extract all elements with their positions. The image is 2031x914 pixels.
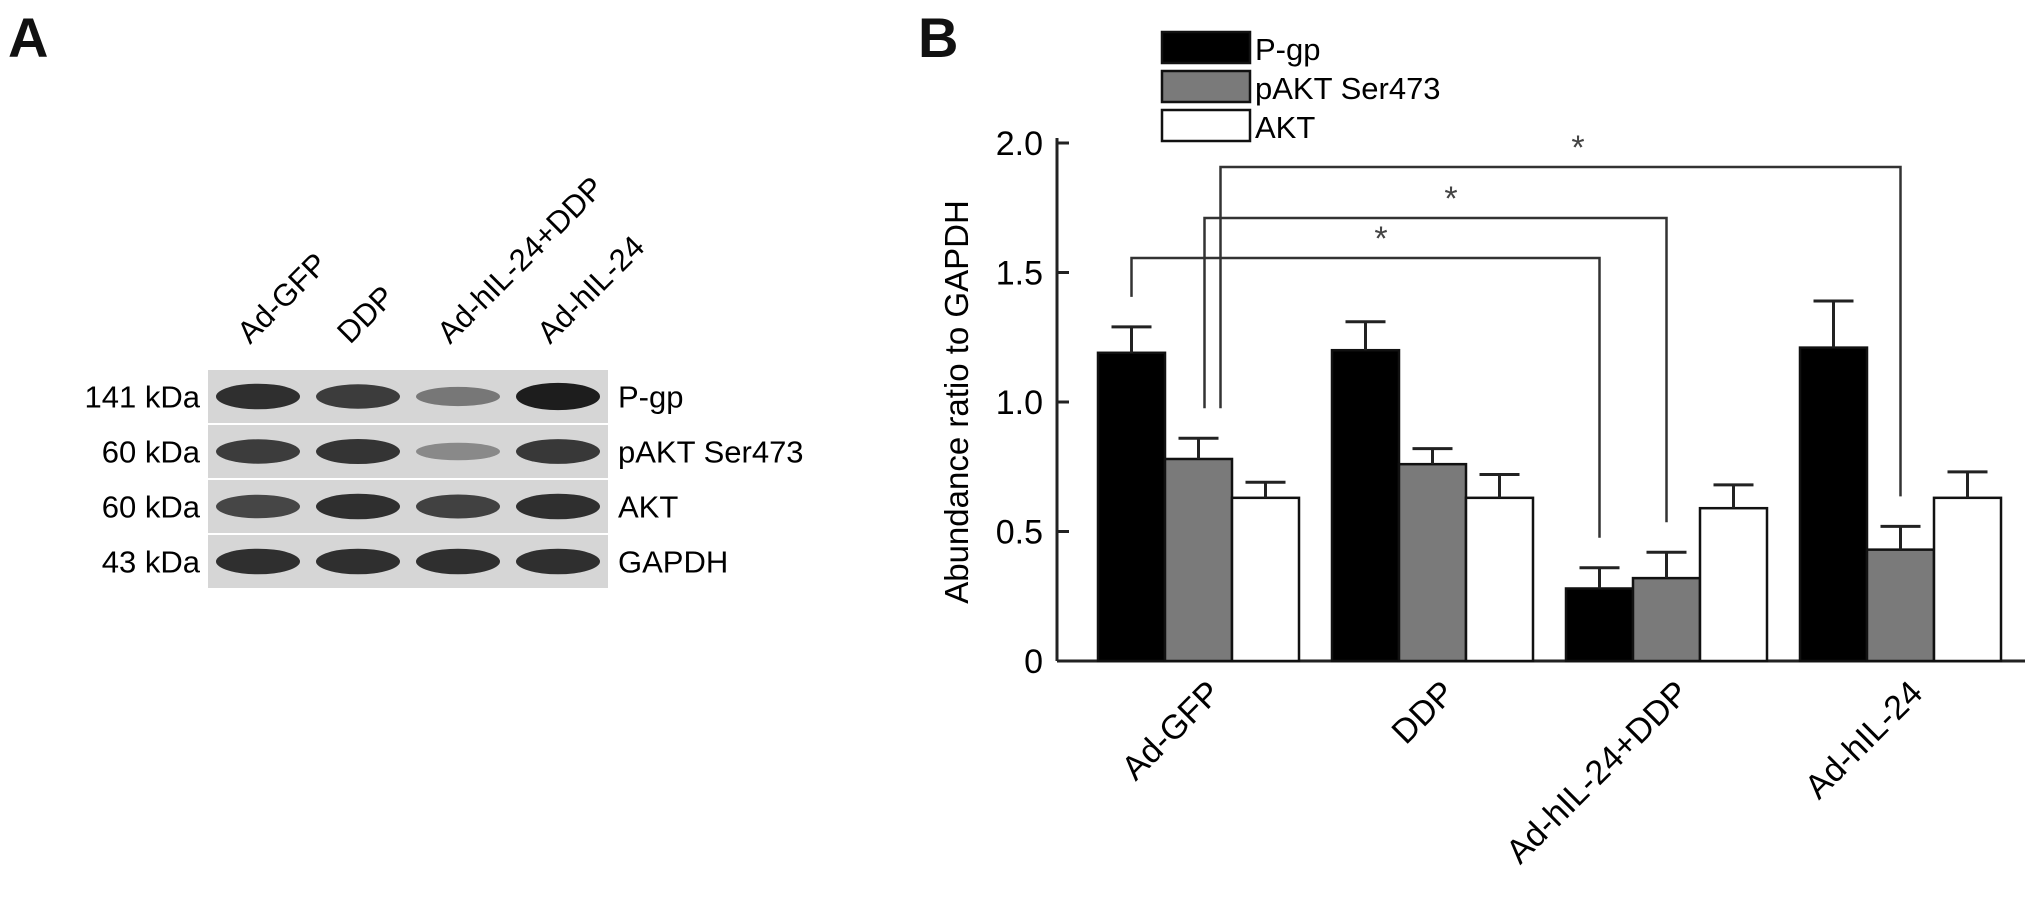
significance-bracket (1203, 216, 1668, 523)
bar (1564, 587, 1635, 663)
protein-band (316, 548, 400, 575)
bar (1230, 496, 1301, 663)
legend-swatch (1160, 30, 1252, 65)
protein-label: AKT (618, 490, 678, 525)
legend-label: P-gp (1255, 32, 1320, 67)
protein-band (416, 442, 500, 461)
significance-bracket (1130, 256, 1601, 538)
y-tick-label: 1.5 (996, 255, 1043, 293)
bar (1096, 351, 1167, 663)
protein-band (216, 494, 300, 519)
protein-band (416, 386, 500, 407)
bar (1798, 346, 1869, 663)
molecular-weight-label: 60 kDa (102, 435, 201, 470)
legend-swatch (1160, 108, 1252, 143)
protein-band (516, 493, 600, 520)
significance-star: * (1374, 220, 1387, 258)
y-tick-label: 0 (1024, 643, 1043, 681)
molecular-weight-label: 60 kDa (102, 490, 201, 525)
panel-a-label: A (8, 6, 49, 69)
x-tick-label: Ad-hIL-24+DDP (1499, 674, 1696, 871)
legend-label: AKT (1255, 110, 1315, 145)
significance-star: * (1444, 180, 1457, 218)
bar (1865, 548, 1936, 663)
y-tick-label: 1.0 (996, 384, 1043, 422)
protein-label: pAKT Ser473 (618, 435, 804, 470)
x-tick-label: Ad-hIL-24 (1798, 674, 1930, 806)
protein-band (416, 494, 500, 519)
protein-band (316, 493, 400, 520)
protein-band (216, 439, 300, 464)
protein-band (216, 548, 300, 575)
protein-band (316, 438, 400, 465)
significance-bracket (1219, 165, 1902, 497)
protein-band (316, 384, 400, 409)
legend-label: pAKT Ser473 (1255, 71, 1441, 106)
protein-band (516, 382, 600, 411)
x-tick-label: Ad-GFP (1114, 674, 1228, 788)
protein-band (516, 548, 600, 575)
protein-band (416, 548, 500, 575)
protein-label: GAPDH (618, 545, 728, 580)
bar (1698, 506, 1769, 663)
significance-star: * (1571, 129, 1584, 167)
panel-b-label: B (918, 6, 959, 69)
bar (1932, 496, 2003, 663)
bar (1397, 462, 1468, 663)
protein-band (216, 383, 300, 410)
y-tick-label: 0.5 (996, 514, 1043, 552)
bar (1163, 457, 1234, 663)
molecular-weight-label: 141 kDa (85, 380, 201, 415)
bar (1330, 348, 1401, 663)
protein-band (516, 439, 600, 464)
y-axis-label: Abundance ratio to GAPDH (938, 200, 975, 604)
legend-swatch (1160, 69, 1252, 104)
protein-label: P-gp (618, 380, 683, 415)
bar (1464, 496, 1535, 663)
molecular-weight-label: 43 kDa (102, 545, 201, 580)
bar (1631, 576, 1702, 663)
y-tick-label: 2.0 (996, 125, 1043, 163)
x-tick-label: DDP (1385, 674, 1463, 752)
